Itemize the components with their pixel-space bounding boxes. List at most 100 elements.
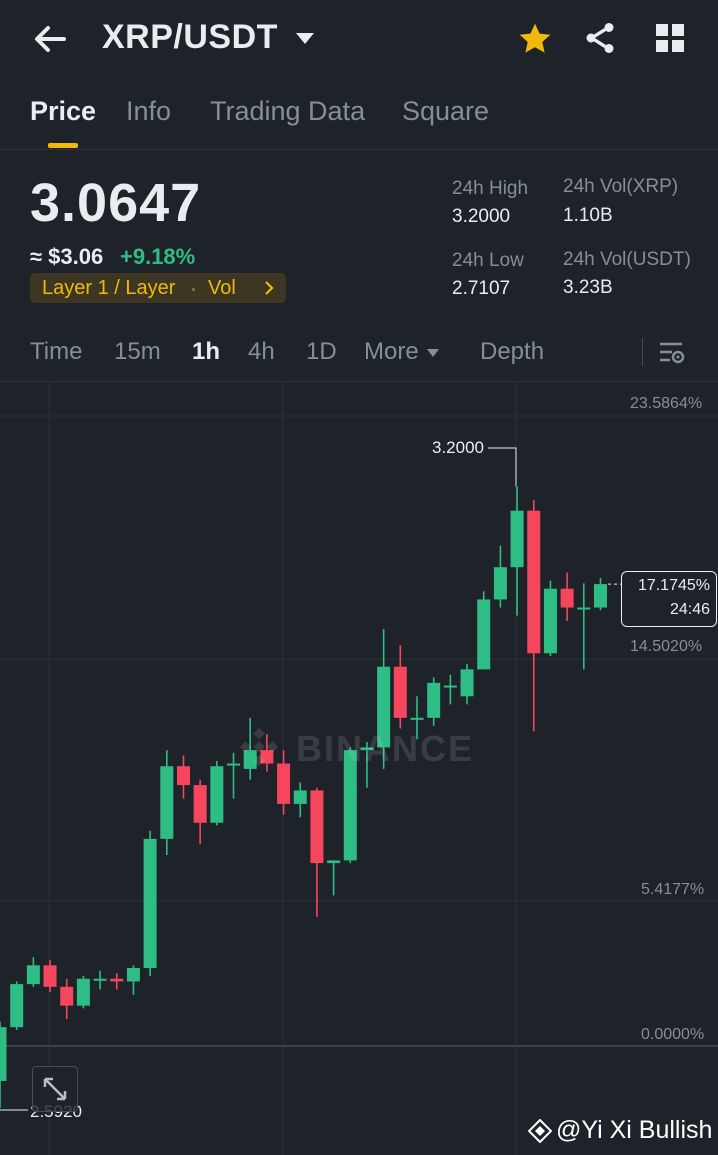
candle <box>243 717 257 780</box>
chevron-right-icon <box>262 280 276 296</box>
candle-body <box>543 588 557 654</box>
candle-body <box>126 967 140 982</box>
favorite-star-icon[interactable] <box>516 20 554 58</box>
active-tab-indicator <box>48 143 78 148</box>
grid-menu-icon[interactable] <box>654 22 686 54</box>
candle-body <box>427 682 441 718</box>
candle <box>310 787 324 917</box>
stat-24h-low-value: 2.7107 <box>452 278 511 299</box>
candle <box>527 499 541 732</box>
stat-24h-vol-quote-label: 24h Vol(USDT) <box>563 249 691 270</box>
candle-body <box>593 584 607 608</box>
candle <box>327 860 341 896</box>
interval-depth[interactable]: Depth <box>480 338 545 365</box>
interval-more[interactable]: More <box>364 338 419 365</box>
candle-body <box>443 685 457 688</box>
candle <box>277 750 291 815</box>
author-credit: @Yi Xi Bullish <box>556 1116 713 1144</box>
interval-4h[interactable]: 4h <box>248 338 275 365</box>
toolbar-separator <box>642 338 643 366</box>
candle-body <box>493 567 507 600</box>
candlestick-chart[interactable] <box>0 382 718 1155</box>
candle <box>160 750 174 856</box>
binance-logo-icon <box>239 727 279 767</box>
candle-body <box>510 510 524 568</box>
candle-body <box>527 510 541 654</box>
candle <box>93 970 107 990</box>
axis-label-zero: 0.0000% <box>641 1026 705 1043</box>
candle <box>543 580 557 656</box>
interval-1d[interactable]: 1D <box>306 338 337 365</box>
interval-time[interactable]: Time <box>30 338 83 365</box>
live-price-box: 17.1745% 24:46 <box>621 571 717 627</box>
candle-body <box>26 965 40 985</box>
last-price: 3.0647 <box>30 173 202 233</box>
candle-body <box>176 766 190 786</box>
candle-body <box>110 978 124 982</box>
tab-info[interactable]: Info <box>126 96 172 126</box>
candle <box>377 629 391 769</box>
candle-body <box>193 785 207 823</box>
candle <box>393 645 407 729</box>
axis-label-lower: 5.4177% <box>641 881 705 898</box>
candle <box>560 572 574 621</box>
share-icon[interactable] <box>582 20 618 56</box>
back-arrow-icon[interactable] <box>30 22 70 56</box>
candle <box>260 733 274 772</box>
interval-1h[interactable]: 1h <box>192 338 221 365</box>
candle-body <box>477 599 491 670</box>
tag-separator-dot <box>192 288 195 291</box>
sector-tag-label: Layer 1 / Layer <box>42 277 176 299</box>
candle-body <box>243 750 257 769</box>
approx-usd-price: ≈ $3.06 <box>30 244 104 269</box>
stat-24h-high-value: 3.2000 <box>452 206 511 227</box>
candle <box>210 760 224 826</box>
candle <box>443 674 457 705</box>
candle <box>60 978 74 1020</box>
candle-body <box>10 984 24 1028</box>
candle-body <box>277 763 291 804</box>
tabs-divider <box>0 149 718 150</box>
candle-body <box>76 978 90 1006</box>
pair-dropdown-icon[interactable] <box>294 30 316 46</box>
candle-body <box>160 766 174 839</box>
candle <box>26 957 40 987</box>
candle-body <box>93 978 107 981</box>
stat-24h-vol-quote-value: 3.23B <box>563 277 613 298</box>
candle-body <box>260 750 274 764</box>
candle <box>227 752 241 799</box>
square-logo-icon <box>527 1118 553 1144</box>
live-percent: 17.1745% <box>637 577 710 594</box>
axis-label-top: 23.5864% <box>630 395 703 412</box>
pair-title[interactable]: XRP/USDT <box>102 18 278 56</box>
candle <box>510 486 524 616</box>
candle-body <box>393 666 407 718</box>
candle-body <box>377 666 391 748</box>
candle <box>0 1021 7 1108</box>
interval-15m[interactable]: 15m <box>114 338 161 365</box>
candles <box>0 486 607 1108</box>
fullscreen-button[interactable] <box>32 1066 78 1112</box>
candle <box>193 779 207 845</box>
stat-24h-vol-base-value: 1.10B <box>563 205 613 226</box>
candle <box>43 959 57 993</box>
tab-square[interactable]: Square <box>402 96 490 126</box>
candle <box>593 577 607 611</box>
stat-24h-low-label: 24h Low <box>452 250 524 271</box>
candle-body <box>343 750 357 861</box>
candle-body <box>360 747 374 751</box>
candle <box>343 747 357 864</box>
candle <box>360 742 374 788</box>
high-price-marker: 3.2000 <box>432 438 484 457</box>
candle-body <box>577 607 591 610</box>
tab-trading-data[interactable]: Trading Data <box>210 96 366 126</box>
chart-settings-icon[interactable] <box>658 340 686 366</box>
candle <box>460 664 474 705</box>
candle <box>493 545 507 608</box>
candle-body <box>60 986 74 1006</box>
candle-body <box>227 763 241 766</box>
candle-body <box>310 790 324 864</box>
tab-price[interactable]: Price <box>30 96 97 126</box>
sector-tag[interactable]: Layer 1 / Layer Vol <box>30 273 286 303</box>
candle-body <box>410 717 424 720</box>
